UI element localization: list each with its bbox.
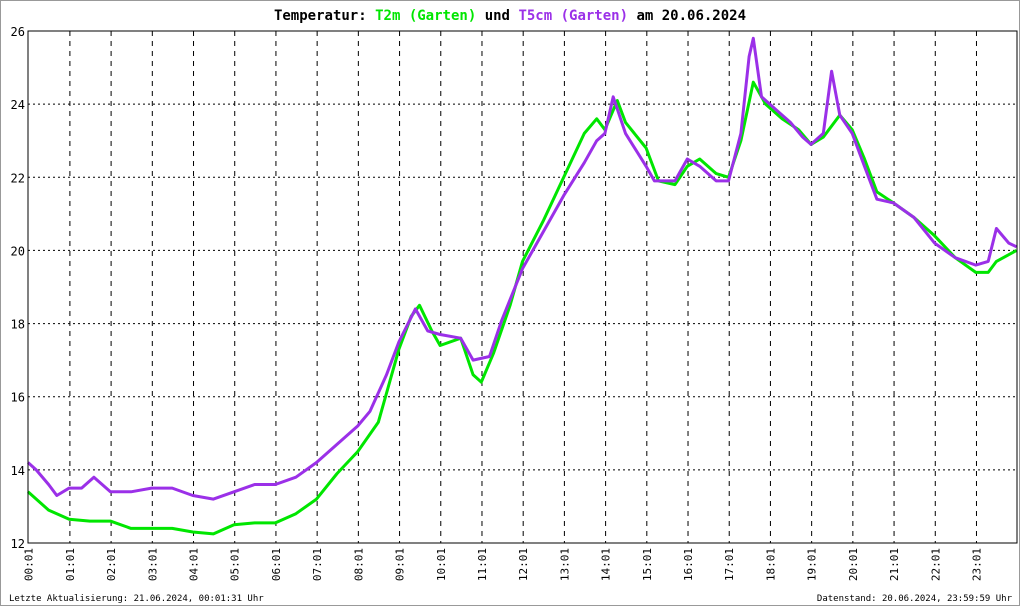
x-tick-label: 12:01 — [517, 548, 530, 581]
x-tick-label: 21:01 — [888, 548, 901, 581]
title-prefix: Temperatur: — [274, 8, 367, 24]
title-series1: T2m (Garten) — [375, 8, 476, 24]
x-tick-label: 14:01 — [600, 548, 613, 581]
x-tick-label: 07:01 — [311, 548, 324, 581]
y-tick-label: 18 — [11, 318, 25, 332]
x-tick-label: 04:01 — [188, 548, 201, 581]
y-tick-label: 22 — [11, 171, 25, 185]
x-tick-label: 08:01 — [352, 548, 365, 581]
x-tick-label: 13:01 — [558, 548, 571, 581]
series-line-t5cm — [26, 36, 1018, 501]
x-tick-label: 03:01 — [146, 548, 159, 581]
x-tick-label: 05:01 — [229, 548, 242, 581]
x-tick-label: 06:01 — [270, 548, 283, 581]
x-tick-label: 10:01 — [435, 548, 448, 581]
x-tick-label: 19:01 — [806, 548, 819, 581]
x-tick-label: 00:01 — [23, 548, 36, 581]
x-tick-label: 16:01 — [682, 548, 695, 581]
y-tick-label: 14 — [11, 464, 25, 478]
data-status-text: Datenstand: 20.06.2024, 23:59:59 Uhr — [817, 594, 1013, 604]
y-tick-label: 24 — [11, 98, 25, 112]
x-tick-label: 22:01 — [929, 548, 942, 581]
y-tick-label: 16 — [11, 391, 25, 405]
x-tick-label: 09:01 — [394, 548, 407, 581]
plot-frame — [27, 30, 1018, 544]
last-update-text: Letzte Aktualisierung: 21.06.2024, 00:01… — [9, 594, 264, 604]
x-tick-label: 02:01 — [105, 548, 118, 581]
x-tick-label: 18:01 — [764, 548, 777, 581]
series-line-t2m — [27, 80, 1018, 536]
y-tick-label: 20 — [11, 244, 25, 258]
x-tick-label: 11:01 — [476, 548, 489, 581]
x-tick-label: 20:01 — [847, 548, 860, 581]
x-tick-label: 15:01 — [641, 548, 654, 581]
title-series2: T5cm (Garten) — [518, 8, 628, 24]
title-joiner: und — [485, 8, 510, 24]
y-tick-label: 26 — [11, 25, 25, 39]
title-suffix: am 20.06.2024 — [636, 8, 746, 24]
x-tick-label: 17:01 — [723, 548, 736, 581]
chart-title: Temperatur: T2m (Garten) und T5cm (Garte… — [274, 8, 746, 24]
y-tick-label: 12 — [11, 537, 25, 551]
x-tick-label: 01:01 — [64, 548, 77, 581]
x-tick-label: 23:01 — [970, 548, 983, 581]
